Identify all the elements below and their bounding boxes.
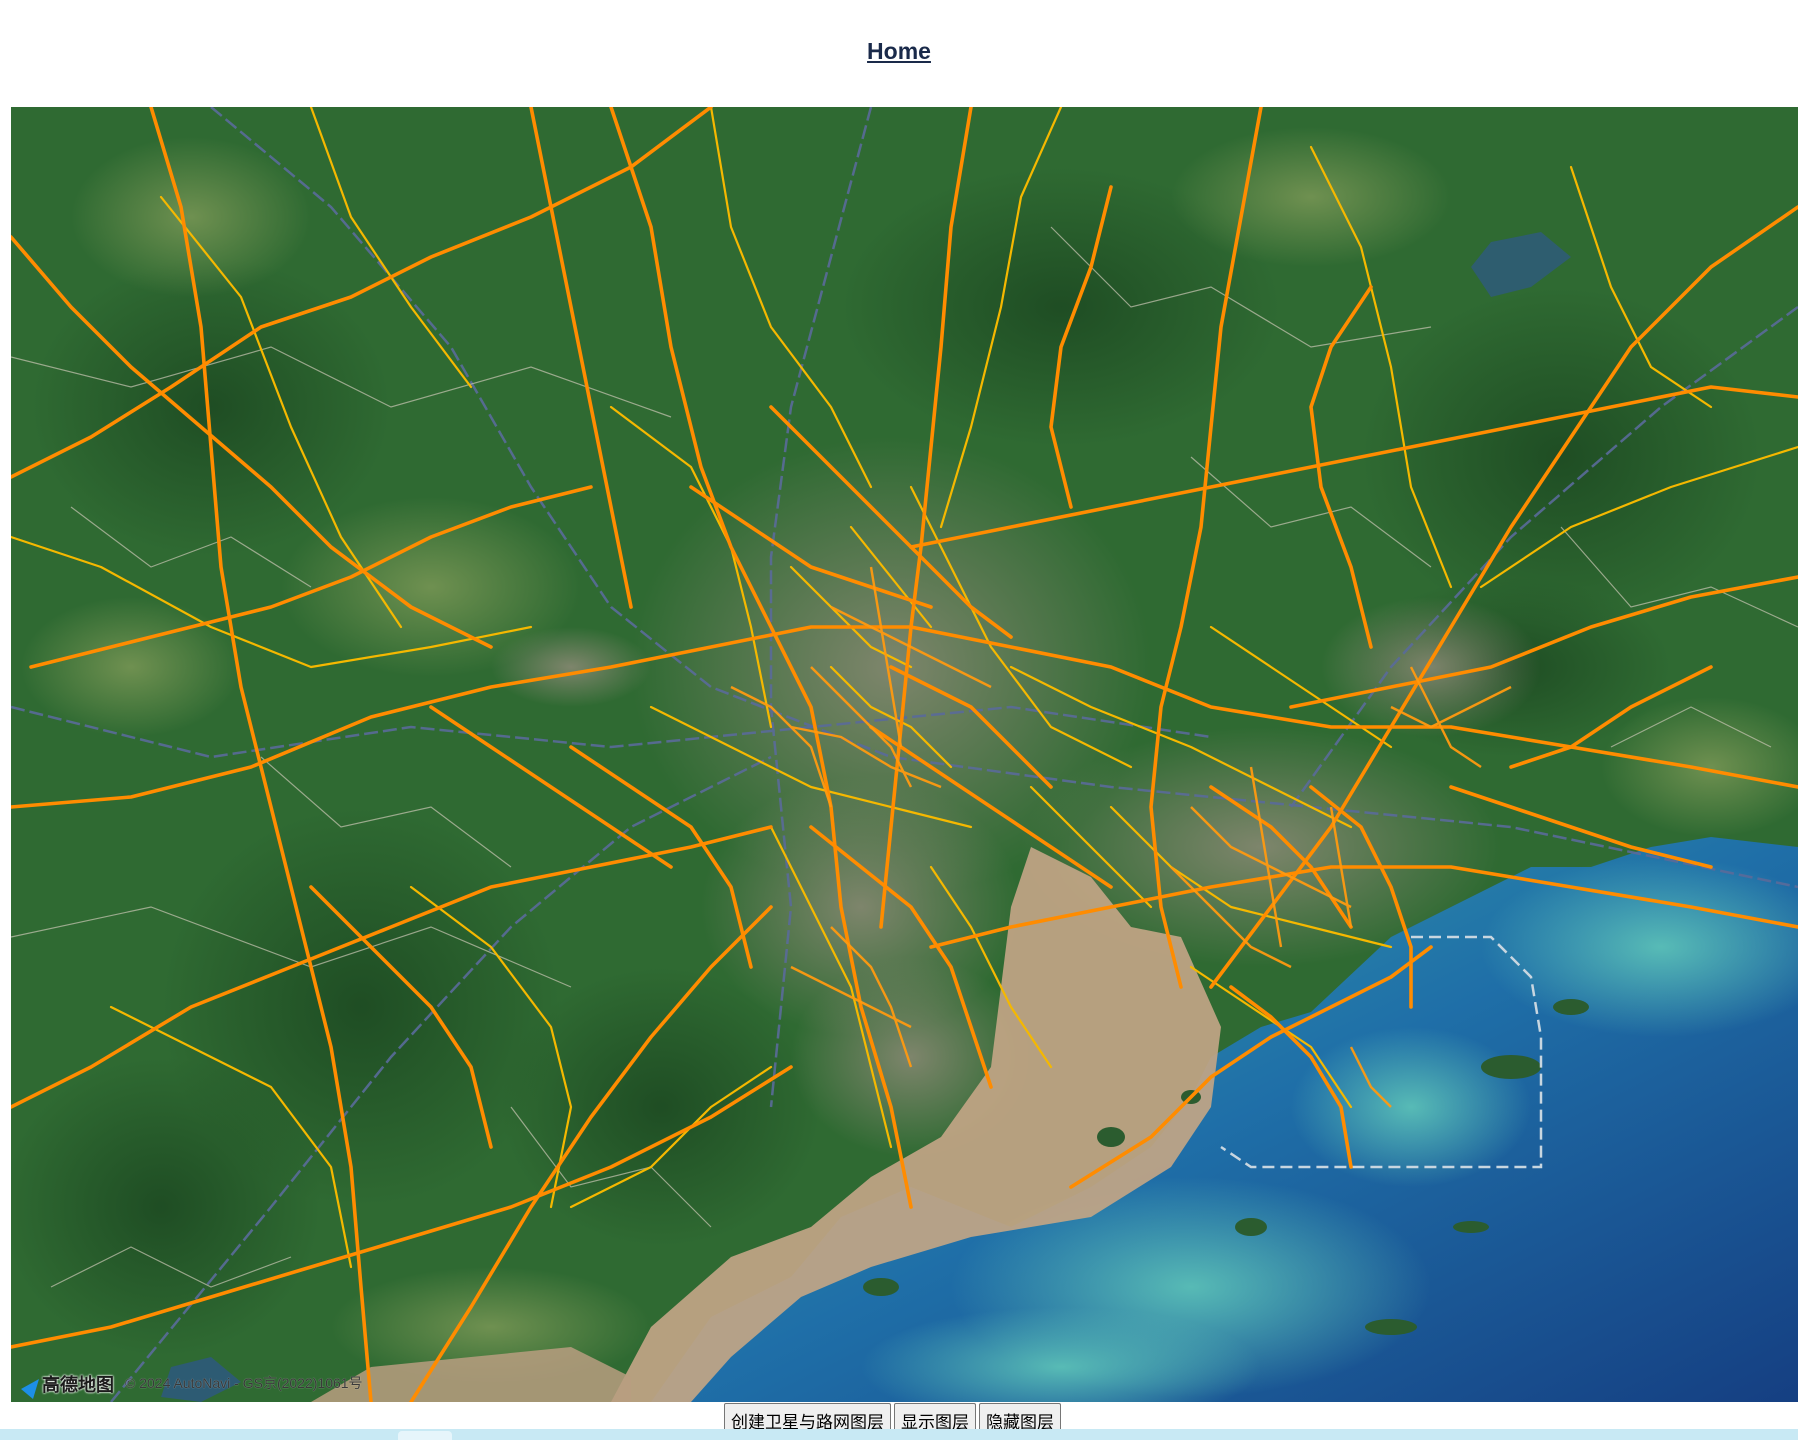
- show-layer-button[interactable]: 显示图层: [894, 1403, 976, 1432]
- create-layer-button[interactable]: 创建卫星与路网图层: [724, 1403, 891, 1432]
- map-provider-logo-mark: [21, 1379, 39, 1399]
- boundary-line: [1220, 935, 1543, 1169]
- highways: [11, 107, 1798, 1402]
- estuary: [611, 847, 1221, 1402]
- bottom-bar: [0, 1429, 1798, 1440]
- map-provider-logo[interactable]: 高德地图: [16, 1372, 114, 1396]
- amap-icon: [16, 1373, 38, 1395]
- city-roads: [730, 566, 1512, 1108]
- reservoir: [161, 1357, 241, 1402]
- map-copyright: © 2024 AutoNavi - GS京(2022)1061号: [125, 1375, 363, 1391]
- map-canvas[interactable]: [11, 107, 1798, 1402]
- home-link[interactable]: Home: [867, 38, 931, 64]
- layer-toolbar: 创建卫星与路网图层 显示图层 隐藏图层: [724, 1403, 1064, 1433]
- bottom-bar-tab: [398, 1431, 452, 1440]
- page-header: Home: [0, 0, 1798, 107]
- map-provider-name: 高德地图: [42, 1375, 114, 1395]
- reservoir: [1471, 232, 1571, 297]
- map-view[interactable]: 高德地图 © 2024 AutoNavi - GS京(2022)1061号: [11, 107, 1798, 1402]
- sea-turquoise: [861, 857, 1798, 1402]
- minor-roads: [11, 226, 1798, 1288]
- secondary-roads: [11, 107, 1798, 1269]
- railways: [11, 107, 1798, 1402]
- estuary-west: [311, 1347, 631, 1402]
- hide-layer-button[interactable]: 隐藏图层: [979, 1403, 1061, 1432]
